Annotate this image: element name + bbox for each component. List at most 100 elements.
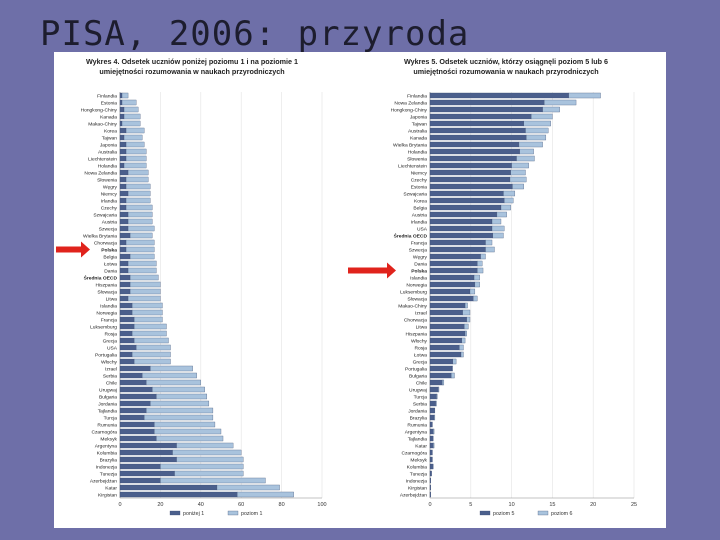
right-category-label: Łotwa [414, 352, 427, 358]
right-bar-poziom-5 [429, 106, 543, 113]
left-category-label: Rosja [104, 331, 117, 337]
right-bar-poziom-5 [429, 120, 524, 127]
right-category-label: Słowenia [407, 156, 427, 162]
left-bar-poziom-1 [125, 204, 153, 211]
chart-panel: Wykres 4. Odsetek uczniów poniżej poziom… [54, 52, 666, 528]
left-bar-poziom-1 [129, 232, 153, 239]
left-bar-poziom-1 [125, 127, 145, 134]
left-bar-ponizej-1 [119, 92, 123, 99]
left-bar-poziom-1 [150, 400, 210, 407]
right-bar-poziom-5 [429, 365, 453, 372]
left-bar-ponizej-1 [119, 400, 151, 407]
left-bar-poziom-1 [146, 379, 201, 386]
left-bar-ponizej-1 [119, 190, 129, 197]
right-category-label: Makao-Chiny [398, 303, 427, 309]
right-category-label: Tajlandia [408, 436, 428, 442]
left-category-label: Estonia [101, 100, 118, 106]
right-bar-poziom-5 [429, 169, 511, 176]
right-bar-poziom-5 [429, 190, 504, 197]
left-category-label: Kolumbia [97, 450, 118, 456]
right-bar-poziom-5 [429, 141, 520, 148]
left-chart-title-line: umiejętności rozumowania w naukach przyr… [99, 67, 284, 76]
left-category-label: Wielka Brytania [83, 233, 117, 239]
left-bar-poziom-1 [125, 148, 147, 155]
left-bar-ponizej-1 [119, 239, 127, 246]
right-category-label: Izrael [415, 310, 427, 316]
left-bar-poziom-1 [123, 113, 141, 120]
left-bar-poziom-1 [174, 470, 244, 477]
right-category-label: Portugalia [405, 366, 427, 372]
left-bar-poziom-1 [160, 463, 244, 470]
right-category-label: Tunezja [410, 471, 427, 477]
right-bar-poziom-5 [429, 92, 569, 99]
right-category-label: Kolumbia [407, 464, 428, 470]
left-bar-poziom-1 [131, 309, 163, 316]
right-category-label: Litwa [416, 324, 428, 330]
left-bar-ponizej-1 [119, 435, 157, 442]
left-highlight-arrow-icon [56, 241, 90, 258]
right-bar-poziom-6 [512, 183, 524, 190]
right-bar-poziom-5 [429, 232, 493, 239]
right-bar-poziom-5 [429, 267, 478, 274]
left-bar-ponizej-1 [119, 470, 175, 477]
left-bar-poziom-1 [127, 190, 151, 197]
right-bar-poziom-5 [429, 302, 466, 309]
right-bar-poziom-6 [509, 176, 527, 183]
right-tick-label: 15 [549, 502, 555, 508]
left-category-label: Hiszpania [96, 282, 118, 288]
right-category-label: Czechy [411, 177, 428, 183]
left-tick-label: 80 [279, 502, 285, 508]
right-bar-poziom-6 [473, 274, 480, 281]
right-legend-swatch [479, 510, 491, 516]
right-bar-poziom-5 [429, 463, 434, 470]
right-category-label: Włochy [411, 338, 428, 344]
right-category-label: Australia [408, 128, 427, 134]
right-category-label: Argentyna [405, 429, 428, 435]
right-category-label: Dania [414, 261, 427, 267]
left-tick-label: 0 [118, 502, 121, 508]
left-bar-ponizej-1 [119, 330, 133, 337]
left-category-label: Izrael [105, 366, 117, 372]
left-category-label: Turcja [104, 415, 118, 421]
left-category-label: Irlandia [101, 198, 117, 204]
right-bar-poziom-6 [433, 442, 435, 449]
right-category-label: USA [417, 226, 428, 232]
left-bar-poziom-1 [136, 344, 171, 351]
left-bar-ponizej-1 [119, 491, 238, 498]
right-bar-poziom-6 [485, 246, 495, 253]
right-category-label: Szwecja [409, 247, 427, 253]
right-legend-label: poziom 6 [551, 511, 573, 517]
left-tick-label: 40 [198, 502, 204, 508]
left-bar-poziom-1 [129, 274, 159, 281]
right-bar-poziom-5 [429, 99, 545, 106]
left-bar-ponizej-1 [119, 386, 153, 393]
right-bar-poziom-5 [429, 414, 435, 421]
right-bar-poziom-5 [429, 407, 436, 414]
right-bar-poziom-5 [429, 127, 526, 134]
left-bar-poziom-1 [156, 435, 224, 442]
left-bar-ponizej-1 [119, 211, 129, 218]
left-bar-poziom-1 [123, 106, 139, 113]
right-bar-poziom-5 [429, 239, 486, 246]
left-bar-ponizej-1 [119, 204, 127, 211]
left-category-label: Czarnogóra [91, 429, 117, 435]
left-category-label: Liechtenstein [88, 156, 117, 162]
left-bar-ponizej-1 [119, 232, 131, 239]
left-bar-poziom-1 [160, 477, 266, 484]
right-bar-poziom-6 [500, 204, 511, 211]
left-category-label: Czechy [101, 205, 118, 211]
right-bar-poziom-6 [466, 316, 471, 323]
left-category-label: Tajlandia [98, 408, 118, 414]
left-bar-ponizej-1 [119, 414, 145, 421]
right-bar-poziom-5 [429, 372, 452, 379]
right-bar-poziom-5 [429, 246, 486, 253]
right-bar-poziom-6 [510, 169, 526, 176]
right-bar-poziom-5 [429, 358, 453, 365]
left-bar-ponizej-1 [119, 365, 151, 372]
left-bar-ponizej-1 [119, 106, 125, 113]
left-bar-ponizej-1 [119, 323, 135, 330]
right-bar-poziom-6 [464, 302, 468, 309]
right-bar-poziom-6 [451, 372, 455, 379]
left-bar-poziom-1 [133, 316, 163, 323]
right-bar-poziom-5 [429, 400, 436, 407]
